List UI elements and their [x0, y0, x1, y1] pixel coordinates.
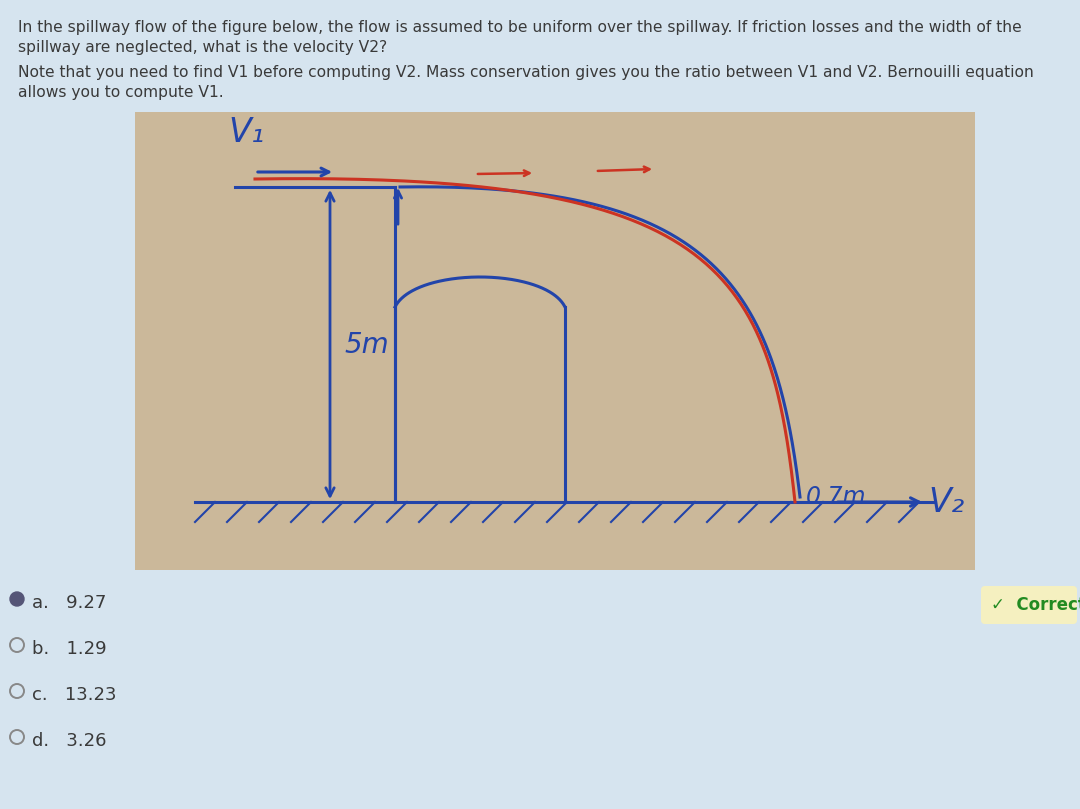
- Circle shape: [10, 592, 24, 606]
- Text: Note that you need to find V1 before computing V2. Mass conservation gives you t: Note that you need to find V1 before com…: [18, 65, 1034, 80]
- Text: V₂: V₂: [928, 485, 964, 519]
- Text: ✓  Correct: ✓ Correct: [991, 596, 1080, 614]
- Bar: [135, 112, 975, 570]
- Text: c.   13.23: c. 13.23: [32, 686, 117, 704]
- Text: b.   1.29: b. 1.29: [32, 640, 107, 658]
- Text: a.   9.27: a. 9.27: [32, 594, 106, 612]
- Text: allows you to compute V1.: allows you to compute V1.: [18, 85, 224, 100]
- Text: 5m: 5m: [345, 331, 389, 358]
- Text: d.   3.26: d. 3.26: [32, 732, 107, 750]
- Text: spillway are neglected, what is the velocity V2?: spillway are neglected, what is the velo…: [18, 40, 388, 55]
- FancyBboxPatch shape: [981, 586, 1077, 624]
- Text: In the spillway flow of the figure below, the flow is assumed to be uniform over: In the spillway flow of the figure below…: [18, 20, 1022, 35]
- Text: 0.7m: 0.7m: [806, 485, 866, 509]
- Text: V₁: V₁: [228, 116, 265, 149]
